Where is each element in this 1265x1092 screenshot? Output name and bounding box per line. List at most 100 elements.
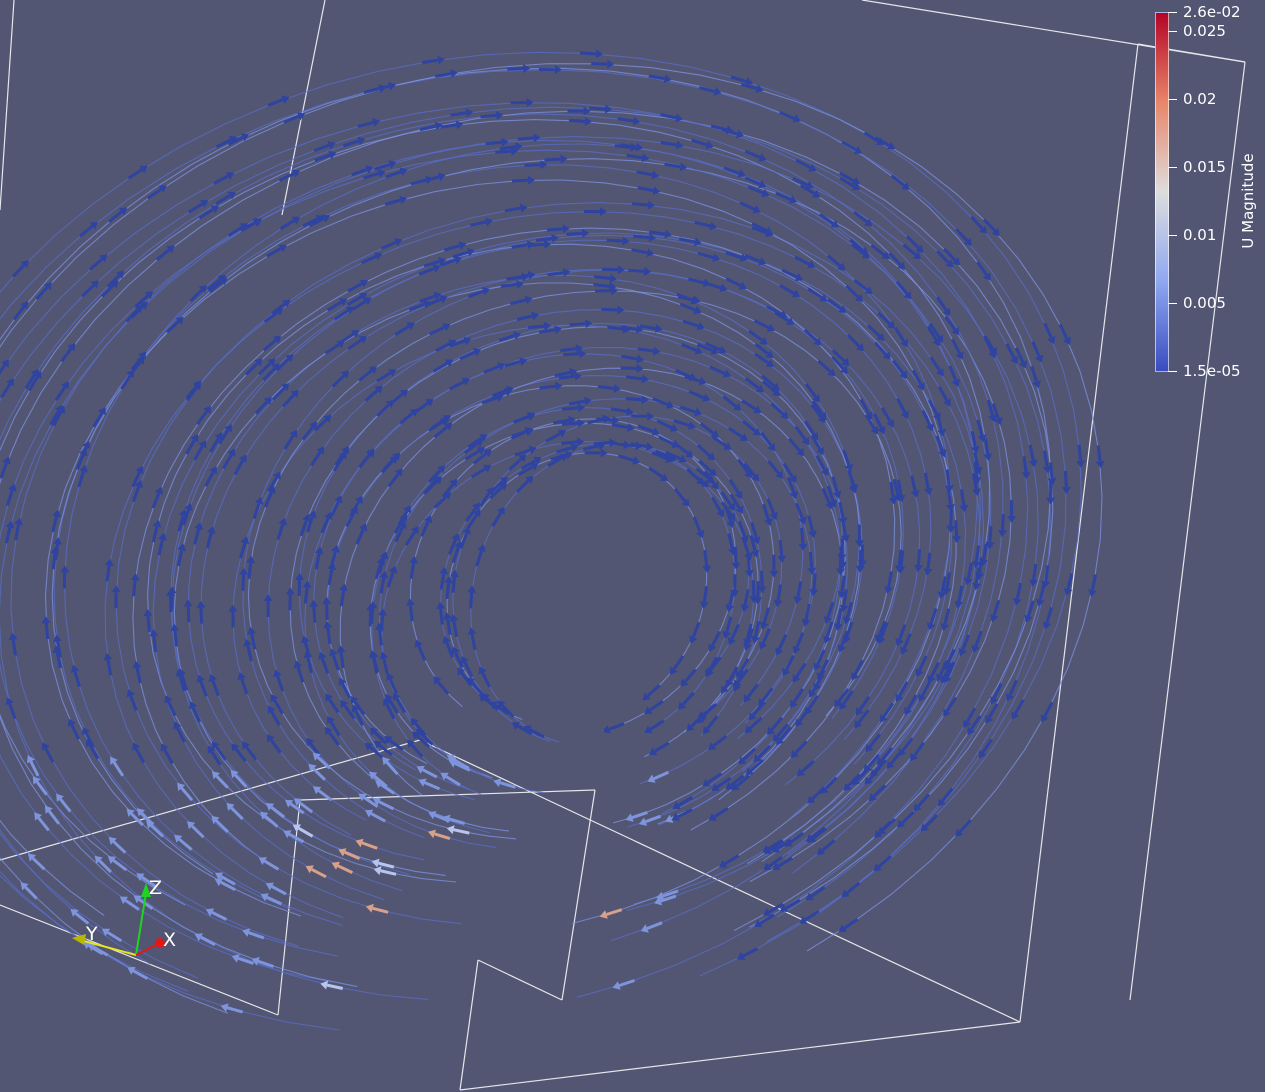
vector-glyph-shaft: [895, 280, 909, 295]
vector-glyph-head: [767, 443, 776, 452]
vector-glyph-head: [359, 523, 368, 532]
vector-glyph-head: [278, 244, 287, 253]
vector-glyph-shaft: [470, 467, 487, 479]
vector-glyph-head: [437, 465, 446, 474]
vector-glyph-shaft: [357, 120, 374, 128]
vector-glyph-shaft: [132, 580, 137, 597]
vector-glyph-head: [267, 485, 276, 495]
orientation-axes[interactable]: [72, 883, 165, 956]
vector-glyph-shaft: [417, 645, 427, 662]
vector-glyph-shaft: [698, 86, 716, 93]
vector-glyph-head: [652, 346, 661, 356]
vector-glyph-shaft: [948, 365, 958, 382]
vector-glyph-shaft: [843, 917, 859, 930]
vector-glyph-head: [355, 495, 363, 505]
vector-glyph-head: [211, 771, 220, 780]
vector-glyph-head: [734, 490, 743, 499]
vector-glyph-head: [382, 698, 391, 707]
vector-glyph-shaft: [605, 908, 623, 916]
vector-glyph-head: [808, 530, 817, 538]
vector-glyph-head: [386, 672, 395, 681]
vector-glyph-head: [1, 359, 9, 368]
y-axis-arrowhead: [72, 934, 86, 945]
vector-glyph-shaft: [874, 341, 888, 356]
vector-glyph-shaft: [459, 350, 476, 361]
vector-glyph-shaft: [220, 880, 236, 892]
vector-glyph-shaft: [227, 225, 244, 237]
vector-glyph-head: [320, 980, 329, 990]
vector-glyph-shaft: [146, 187, 162, 200]
vector-glyph-head: [735, 505, 744, 514]
vector-glyph-shaft: [872, 413, 883, 429]
vector-glyph-shaft: [762, 380, 777, 393]
vector-glyph-shaft: [767, 460, 780, 475]
color-legend-bar[interactable]: [1155, 12, 1169, 372]
vector-glyph-shaft: [301, 425, 314, 441]
vector-glyph-head: [579, 349, 587, 359]
vector-glyph-head: [272, 471, 281, 480]
vector-glyph-shaft: [637, 186, 654, 193]
vector-glyph-head: [788, 474, 797, 483]
vector-glyph-head: [540, 160, 548, 170]
vector-glyph-shaft: [982, 543, 988, 560]
vector-glyph-shaft: [327, 731, 340, 747]
vector-glyph-shaft: [845, 881, 861, 895]
vector-glyph-head: [943, 398, 951, 407]
vector-glyph-shaft: [8, 703, 17, 720]
vector-glyph-shaft: [836, 608, 843, 625]
vector-glyph-head: [308, 763, 317, 772]
vector-glyph-head: [1021, 471, 1031, 480]
vector-glyph-shaft: [760, 431, 773, 447]
vector-glyph-shaft: [842, 449, 851, 466]
vector-glyph-shaft: [432, 362, 448, 373]
vector-glyph-shaft: [730, 75, 747, 83]
vector-glyph-head: [915, 244, 924, 253]
vector-glyph-shaft: [817, 359, 832, 373]
vector-glyph-shaft: [786, 476, 796, 493]
vector-glyph-head: [758, 179, 767, 189]
vector-glyph-head: [897, 261, 906, 270]
vector-glyph-head: [694, 346, 703, 355]
vector-glyph-shaft: [760, 570, 764, 587]
vector-glyph-head: [655, 324, 663, 333]
vector-glyph-head: [963, 577, 973, 586]
vector-glyph-shaft: [49, 410, 61, 426]
vector-glyph-head: [841, 889, 850, 898]
vector-glyph-head: [900, 646, 909, 655]
vector-glyph-head: [543, 239, 552, 249]
vector-glyph-shaft: [902, 633, 912, 649]
vector-glyph-shaft: [840, 630, 849, 647]
vector-glyph-head: [359, 292, 368, 301]
vector-glyph-shaft: [987, 703, 999, 719]
vector-glyph-shaft: [562, 406, 579, 411]
vector-glyph-shaft: [920, 680, 932, 697]
vector-glyph-shaft: [845, 601, 853, 619]
vector-glyph-head: [963, 719, 971, 729]
vector-glyph-head: [708, 643, 717, 652]
vector-glyph-shaft: [877, 855, 892, 868]
vector-glyph-head: [1046, 497, 1056, 505]
vector-glyph-shaft: [945, 696, 958, 712]
vector-glyph-shaft: [296, 666, 305, 683]
vector-glyph-shaft: [810, 886, 826, 898]
vector-glyph-shaft: [312, 606, 317, 623]
vector-glyph-head: [443, 491, 452, 500]
vector-glyph-head: [424, 515, 433, 524]
vector-glyph-head: [103, 652, 113, 661]
vector-glyph-shaft: [696, 443, 711, 457]
vector-glyph-head: [1088, 589, 1097, 597]
vector-glyph-shaft: [419, 124, 436, 132]
vector-glyph-head: [877, 826, 887, 835]
vector-glyph-head: [651, 427, 660, 436]
vector-glyph-shaft: [733, 546, 738, 563]
vector-glyph-shaft: [130, 305, 144, 319]
vector-glyph-head: [876, 332, 885, 341]
vector-glyph-shaft: [913, 741, 925, 757]
vector-glyph-head: [446, 754, 455, 763]
vector-glyph-head: [1047, 335, 1056, 345]
vector-glyph-shaft: [414, 401, 429, 414]
vector-glyph-shaft: [552, 418, 570, 425]
vector-glyph-head: [474, 439, 484, 448]
vector-glyph-shaft: [694, 220, 711, 228]
